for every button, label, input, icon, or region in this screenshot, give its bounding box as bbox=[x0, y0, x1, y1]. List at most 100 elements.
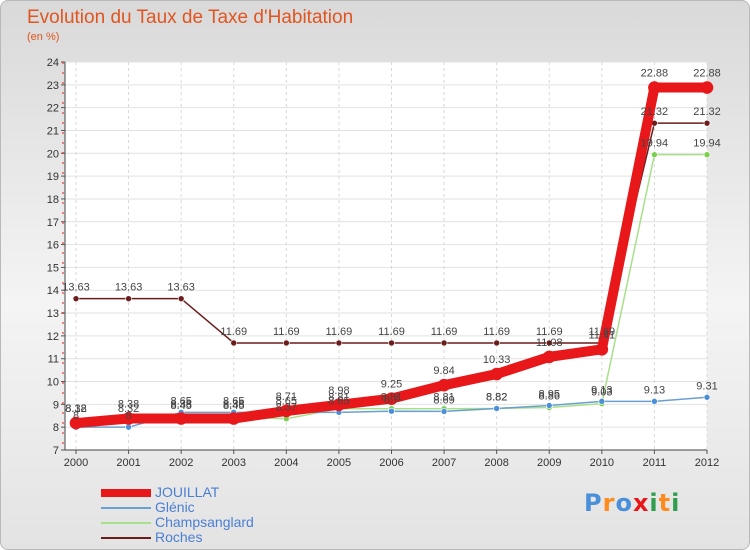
x-tick-label: 2009 bbox=[537, 457, 561, 469]
data-label-glnic: 9.13 bbox=[644, 384, 665, 396]
y-tick-label: 22 bbox=[47, 103, 59, 115]
logo-letter: o bbox=[615, 489, 633, 517]
y-tick-label: 8 bbox=[53, 422, 59, 434]
x-tick-label: 2011 bbox=[643, 457, 667, 469]
data-label-glnic: 8.82 bbox=[486, 391, 507, 403]
data-point-glnic bbox=[651, 398, 658, 405]
y-tick-label: 13 bbox=[47, 308, 59, 320]
data-label-roches: 11.69 bbox=[536, 326, 563, 338]
data-point-roches bbox=[72, 295, 80, 302]
y-tick-label: 19 bbox=[47, 171, 59, 183]
data-label-champsanglard: 8.45 bbox=[170, 400, 191, 412]
y-tick-label: 17 bbox=[47, 217, 59, 229]
data-label-glnic: 8 bbox=[126, 410, 132, 422]
data-label-roches: 11.69 bbox=[326, 326, 353, 338]
data-point-jouillat bbox=[595, 343, 609, 356]
data-label-champsanglard: 8.81 bbox=[433, 392, 454, 404]
data-label-champsanglard: 19.94 bbox=[641, 138, 669, 150]
data-point-jouillat bbox=[385, 392, 398, 405]
legend-label-roches: Roches bbox=[155, 529, 203, 545]
x-tick-label: 2005 bbox=[327, 457, 351, 469]
legend-swatch-champsanglard bbox=[101, 522, 151, 525]
data-label-champsanglard: 8.37 bbox=[276, 402, 297, 414]
data-label-jouillat: 22.88 bbox=[641, 68, 669, 80]
data-label-glnic: 8.69 bbox=[433, 394, 454, 406]
legend-swatch-glenic bbox=[101, 507, 151, 510]
x-tick-label: 2004 bbox=[274, 457, 298, 469]
data-label-glnic: 8.7 bbox=[384, 394, 399, 406]
data-point-jouillat bbox=[648, 81, 661, 94]
logo-letter: x bbox=[632, 489, 650, 517]
data-point-roches bbox=[440, 339, 448, 347]
y-tick-label: 20 bbox=[47, 148, 59, 160]
x-tick-label: 2008 bbox=[484, 457, 508, 469]
data-label-champsanglard: 19.94 bbox=[693, 138, 721, 150]
logo-letter: i bbox=[649, 489, 659, 517]
x-tick-label: 2012 bbox=[695, 457, 719, 469]
y-tick-label: 11 bbox=[48, 354, 59, 366]
data-label-roches: 13.63 bbox=[62, 282, 90, 294]
x-tick-label: 2001 bbox=[116, 457, 140, 469]
data-label-jouillat: 10.33 bbox=[483, 354, 511, 366]
data-point-champsanglard bbox=[651, 151, 658, 158]
unit-label: (en %) bbox=[27, 31, 60, 43]
data-label-champsanglard: 8.32 bbox=[118, 403, 139, 415]
legend-swatch-roches bbox=[101, 537, 151, 540]
data-label-champsanglard: 8.81 bbox=[381, 392, 402, 404]
data-point-roches bbox=[283, 339, 290, 347]
data-point-glnic bbox=[493, 405, 500, 412]
data-label-glnic: 9.31 bbox=[696, 380, 717, 392]
data-label-roches: 11.69 bbox=[220, 326, 247, 338]
data-point-jouillat bbox=[490, 367, 503, 381]
y-tick-label: 23 bbox=[47, 80, 59, 92]
data-label-jouillat: 11.08 bbox=[536, 337, 563, 349]
chart-title: Evolution du Taux de Taxe d'Habitation bbox=[27, 7, 354, 28]
data-label-glnic: 9.13 bbox=[591, 384, 612, 396]
data-point-roches bbox=[230, 339, 238, 347]
legend-item-glenic: Glénic bbox=[101, 500, 254, 515]
data-label-jouillat: 8.71 bbox=[276, 391, 297, 403]
data-point-roches bbox=[545, 339, 553, 347]
proxiti-logo: Proxiti bbox=[584, 489, 680, 517]
y-tick-label: 9 bbox=[53, 399, 59, 411]
data-label-glnic: 8 bbox=[73, 410, 79, 422]
data-label-jouillat: 9.25 bbox=[381, 379, 402, 391]
x-tick-label: 2006 bbox=[379, 457, 403, 469]
data-point-jouillat bbox=[227, 412, 241, 425]
data-point-jouillat bbox=[700, 81, 714, 94]
data-point-glnic bbox=[598, 398, 606, 405]
legend-label-champsanglard: Champsanglard bbox=[155, 514, 254, 530]
data-point-jouillat bbox=[332, 398, 346, 412]
data-point-roches bbox=[388, 339, 395, 347]
data-label-roches: 11.69 bbox=[483, 326, 510, 338]
data-point-roches bbox=[177, 295, 185, 302]
data-point-glnic bbox=[703, 393, 711, 401]
y-tick-label: 14 bbox=[47, 285, 59, 297]
data-label-champsanglard: 8.82 bbox=[486, 391, 507, 403]
legend: JOUILLAT Glénic Champsanglard Roches bbox=[101, 485, 254, 545]
y-tick-label: 24 bbox=[47, 57, 59, 69]
data-label-jouillat: 22.88 bbox=[693, 68, 721, 80]
data-label-roches: 21.32 bbox=[693, 106, 721, 118]
data-label-champsanglard: 8.86 bbox=[539, 391, 560, 403]
y-tick-label: 12 bbox=[47, 331, 59, 343]
data-labels-layer: 13.63 13.63 13.63 11.69 11.69 11.69 11.69 11.69… bbox=[62, 68, 721, 423]
data-point-roches bbox=[493, 339, 500, 347]
data-label-roches: 11.69 bbox=[431, 326, 458, 338]
data-label-jouillat: 8.18 bbox=[65, 403, 86, 415]
data-point-roches bbox=[335, 339, 343, 347]
data-label-roches: 21.32 bbox=[641, 106, 669, 118]
x-tick-label: 2000 bbox=[64, 457, 88, 469]
data-label-glnic: 8.65 bbox=[170, 395, 191, 407]
logo-letter: i bbox=[671, 489, 681, 517]
data-label-champsanglard: 8.81 bbox=[328, 392, 349, 404]
x-tick-label: 2007 bbox=[432, 457, 456, 469]
plot-area bbox=[65, 62, 707, 450]
data-point-jouillat bbox=[542, 350, 556, 364]
y-tick-label: 18 bbox=[47, 194, 59, 206]
data-point-roches bbox=[703, 119, 711, 127]
data-label-glnic: 8.65 bbox=[223, 395, 244, 407]
data-label-champsanglard: 8.45 bbox=[223, 400, 244, 412]
